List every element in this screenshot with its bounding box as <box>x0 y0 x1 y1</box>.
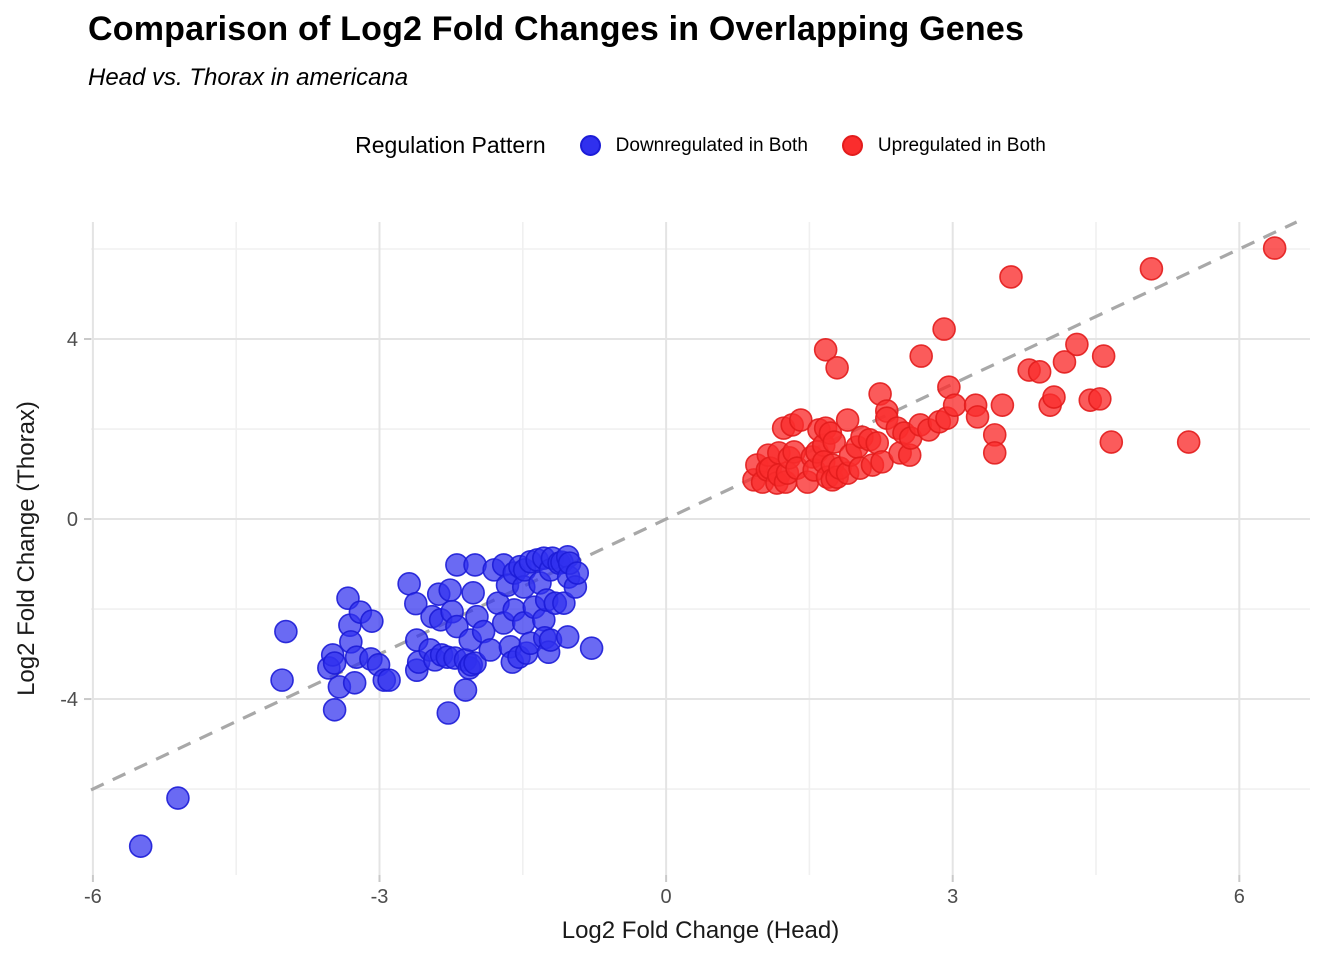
data-point-upregulated <box>813 338 838 362</box>
identity-line <box>90 220 1298 792</box>
data-point-upregulated <box>1091 344 1116 368</box>
data-point-upregulated <box>909 344 933 368</box>
x-axis-title: Log2 Fold Change (Head) <box>562 917 840 944</box>
legend-title: Regulation Pattern <box>355 132 546 158</box>
y-tick-label: 4 <box>67 329 78 351</box>
x-tick-label: 6 <box>1234 886 1245 908</box>
data-point-upregulated <box>825 356 849 380</box>
data-point-upregulated <box>822 430 847 454</box>
data-point-downregulated <box>128 834 153 858</box>
data-point-upregulated <box>1065 332 1089 357</box>
data-point-downregulated <box>453 678 478 702</box>
data-point-downregulated <box>166 786 190 810</box>
y-tick-label: -4 <box>60 689 78 711</box>
data-point-downregulated <box>436 701 461 725</box>
x-tick-label: 0 <box>661 886 672 908</box>
data-point-downregulated <box>438 578 463 602</box>
data-point-upregulated <box>1139 257 1164 281</box>
data-point-downregulated <box>342 671 367 695</box>
data-point-downregulated <box>322 698 347 722</box>
y-axis-title: Log2 Fold Change (Thorax) <box>13 401 40 696</box>
legend-item-upregulated: Upregulated in Both <box>841 134 1046 157</box>
data-point-downregulated <box>579 636 604 660</box>
chart-title: Comparison of Log2 Fold Changes in Overl… <box>88 10 1025 48</box>
legend-item-downregulated: Downregulated in Both <box>579 134 808 157</box>
x-tick-label: -3 <box>371 886 389 908</box>
data-point-downregulated <box>552 591 576 615</box>
y-tick-label: 0 <box>67 509 78 531</box>
data-point-upregulated <box>1262 236 1287 260</box>
legend: Regulation Pattern Downregulated in Both… <box>91 132 1310 159</box>
data-point-upregulated <box>1088 387 1112 411</box>
legend-swatch-downregulated-icon <box>579 135 601 156</box>
data-point-upregulated <box>982 441 1007 465</box>
data-point-downregulated <box>377 668 401 692</box>
data-point-upregulated <box>1027 360 1052 384</box>
data-point-downregulated <box>463 651 487 675</box>
legend-swatch-upregulated-icon <box>841 135 863 156</box>
data-point-upregulated <box>789 408 813 432</box>
x-tick-label: 3 <box>947 886 958 908</box>
legend-label-downregulated: Downregulated in Both <box>615 134 808 156</box>
data-point-downregulated <box>360 609 384 633</box>
data-point-downregulated <box>565 561 590 585</box>
data-point-upregulated <box>932 317 956 341</box>
data-point-upregulated <box>942 393 967 417</box>
data-point-upregulated <box>965 405 990 429</box>
legend-label-upregulated: Upregulated in Both <box>877 134 1046 156</box>
data-point-upregulated <box>999 265 1023 289</box>
data-point-downregulated <box>478 638 503 662</box>
data-point-downregulated <box>274 619 298 644</box>
data-point-upregulated <box>835 408 860 432</box>
data-point-upregulated <box>1099 430 1124 454</box>
x-tick-label: -6 <box>84 886 102 908</box>
data-point-downregulated <box>270 668 294 692</box>
data-point-upregulated <box>1052 350 1077 374</box>
data-point-upregulated <box>1176 430 1201 454</box>
data-point-downregulated <box>555 625 580 649</box>
data-point-downregulated <box>322 651 347 675</box>
data-point-downregulated <box>397 572 421 596</box>
chart-subtitle: Head vs. Thorax in americana <box>88 64 409 91</box>
data-point-downregulated <box>461 581 485 605</box>
data-point-downregulated <box>404 591 428 616</box>
data-point-upregulated <box>1042 385 1066 409</box>
data-point-upregulated <box>990 393 1015 417</box>
